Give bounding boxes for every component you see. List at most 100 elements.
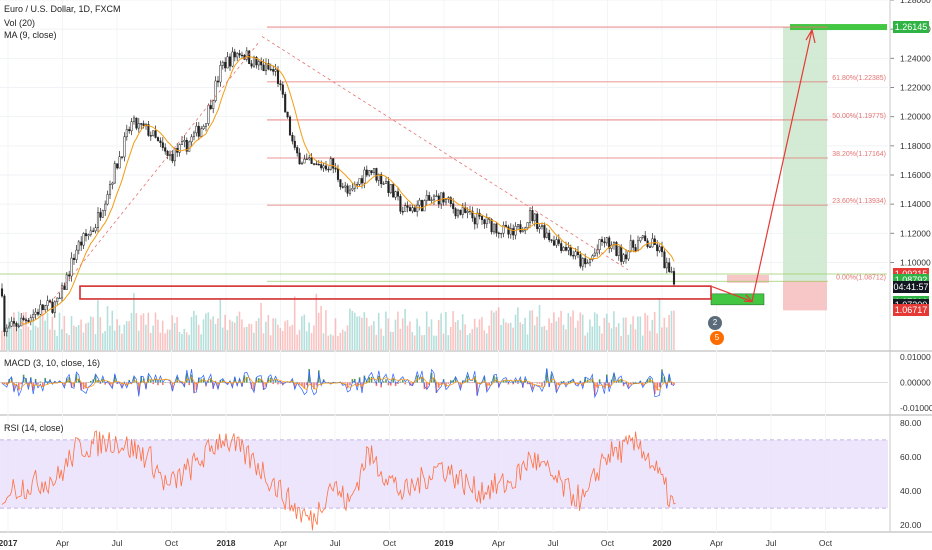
- candle-body: [178, 144, 181, 153]
- volume-bar: [665, 327, 668, 350]
- candle-body: [202, 126, 205, 130]
- volume-bar: [363, 312, 366, 350]
- macd-histogram-bar: [361, 382, 363, 389]
- volume-bar: [125, 321, 128, 350]
- volume-bar: [185, 332, 188, 350]
- macd-histogram-bar: [37, 382, 39, 385]
- candle-body: [156, 137, 160, 142]
- fib-retracement[interactable]: 61.80%(1.22385) 50.00%(1.19775) 38.20%(1.1…: [0, 26, 887, 282]
- volume-bar: [169, 329, 171, 350]
- candle-body: [545, 232, 548, 238]
- volume-bar: [461, 314, 464, 350]
- price-tick-label: 1.14000: [900, 199, 931, 209]
- time-tick-label: Jul: [330, 538, 341, 548]
- candle-body: [665, 262, 668, 269]
- macd-histogram-bar: [231, 382, 234, 387]
- volume-bar: [565, 329, 567, 350]
- candle-body: [219, 65, 222, 83]
- volume-bar: [601, 333, 603, 350]
- macd-histogram-bar: [298, 382, 301, 385]
- candle-body: [233, 51, 236, 58]
- volume-bar: [603, 317, 606, 350]
- candle-body: [34, 311, 37, 315]
- volume-bar: [133, 293, 135, 350]
- macd-histogram-bar: [318, 370, 320, 383]
- volume-bar: [617, 323, 620, 350]
- candle-body: [101, 210, 104, 218]
- candle-body: [384, 181, 388, 184]
- macd-histogram-bar: [277, 382, 279, 385]
- candle-body: [118, 156, 121, 169]
- macd-histogram-bar: [387, 382, 390, 386]
- volume-bar: [524, 317, 526, 350]
- candle-body: [303, 158, 306, 164]
- macd-histogram-bar: [102, 378, 104, 383]
- candle-body: [512, 228, 515, 236]
- volume-bar: [255, 320, 258, 350]
- candle-body: [550, 239, 553, 241]
- rsi-band: [0, 439, 888, 509]
- candle-body: [471, 210, 474, 219]
- candle-body: [617, 246, 620, 256]
- candle-body: [192, 132, 196, 138]
- candle-body: [629, 240, 632, 252]
- candle-body: [526, 222, 529, 229]
- candle-body: [464, 206, 467, 213]
- macd-histogram-bar: [630, 382, 632, 385]
- volume-bar: [75, 326, 78, 350]
- candle-body: [536, 213, 539, 230]
- macd-histogram-bar: [430, 372, 433, 383]
- volume-bar: [166, 329, 169, 350]
- volume-bar: [22, 312, 25, 350]
- macd-histogram-bar: [138, 382, 140, 394]
- candle-body: [509, 228, 512, 235]
- volume-bar: [387, 318, 390, 350]
- volume-bar: [589, 319, 591, 350]
- macd-histogram-bar: [454, 377, 457, 383]
- macd-histogram-bar: [51, 382, 54, 384]
- volume-bar: [478, 319, 481, 350]
- volume-bar: [668, 314, 670, 350]
- time-tick-label: 2017: [0, 538, 18, 548]
- volume-bar: [82, 332, 85, 350]
- candle-body: [466, 210, 469, 213]
- macd-pane: [0, 368, 888, 399]
- split-badge-icon[interactable]: 5: [710, 331, 724, 345]
- volume-bar: [653, 311, 656, 350]
- volume-bar: [425, 311, 428, 350]
- volume-bar: [459, 329, 462, 350]
- time-tick-label: Oct: [819, 538, 833, 548]
- candle-body: [332, 158, 335, 169]
- macd-histogram-bar: [46, 381, 49, 383]
- price-tick-label: 1.24000: [900, 53, 931, 63]
- candle-body: [648, 246, 652, 248]
- candle-body: [63, 285, 66, 290]
- candle-body: [473, 217, 476, 225]
- candle-body: [533, 213, 536, 222]
- price-axis[interactable]: 1.280001.260001.240001.220001.200001.180…: [889, 0, 932, 532]
- candle-body: [291, 134, 294, 142]
- candle-body: [87, 234, 90, 237]
- macd-histogram-bar: [368, 377, 370, 383]
- time-axis[interactable]: 2017 Apr Jul Oct 2018 Apr Jul Oct 2019 Apr Jul Oct 2…: [0, 538, 833, 548]
- volume-bar: [502, 318, 505, 350]
- volume-bar: [49, 329, 51, 350]
- macd-histogram-bar: [294, 382, 296, 389]
- volume-bar: [375, 334, 378, 350]
- candle-body: [581, 258, 584, 267]
- volume-bar: [541, 326, 543, 350]
- dividend-badge-icon[interactable]: 2: [708, 316, 722, 330]
- volume-bar: [104, 331, 106, 350]
- trend-drawings[interactable]: [49, 28, 816, 304]
- macd-histogram-bar: [536, 382, 538, 384]
- candle-body: [200, 128, 203, 137]
- volume-bar: [632, 316, 634, 350]
- volume-bar: [262, 333, 265, 350]
- volume-bar: [253, 332, 255, 350]
- volume-bar: [418, 326, 421, 350]
- volume-bar: [529, 310, 531, 350]
- candle-body: [389, 184, 392, 193]
- volume-bar: [485, 333, 488, 350]
- candle-body: [238, 53, 241, 56]
